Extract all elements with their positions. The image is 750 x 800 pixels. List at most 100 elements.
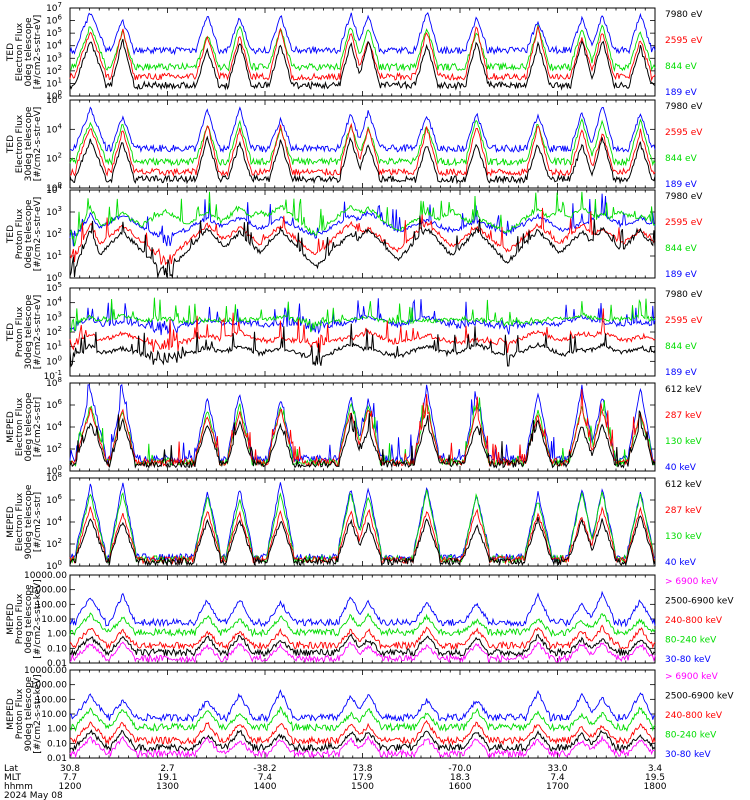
y-tick-label: 106	[46, 398, 62, 411]
x-tick-mlt: 7.7	[63, 773, 77, 783]
x-tick-lat: 73.8	[352, 764, 372, 774]
series-line	[69, 705, 656, 733]
x-tick-mlt: 19.1	[157, 773, 177, 783]
y-tick-label: 10.00	[41, 710, 67, 720]
y-tick-label: 104	[46, 122, 62, 135]
x-tick-hhmm: 1400	[254, 782, 277, 792]
legend-entry: 7980 eV	[665, 102, 703, 112]
y-tick-label: 100	[46, 354, 62, 367]
legend-entry: 2500-6900 keV	[665, 692, 734, 702]
y-tick-label: 104	[46, 420, 62, 433]
y-tick-label: 106	[46, 93, 62, 106]
y-tick-label: 106	[46, 493, 62, 506]
legend-entry: 40 keV	[665, 558, 697, 568]
legend-entry: 844 eV	[665, 342, 698, 352]
x-tick-lat: 30.8	[60, 764, 80, 774]
y-tick-label: 10-1	[44, 369, 62, 382]
legend-entry: 844 eV	[665, 244, 698, 254]
legend-entry: 2595 eV	[665, 36, 703, 46]
y-axis-label: MEPEDElectron Flux0deg telescope[#/cm2-s…	[6, 392, 43, 462]
y-tick-label: 0.01	[47, 659, 67, 669]
y-tick-label: 1.00	[47, 630, 67, 640]
y-axis-label: TEDProton Flux0deg telescope[#/cm2-s-str…	[6, 197, 43, 272]
series-line	[69, 719, 656, 746]
y-tick-label: 100	[46, 464, 62, 477]
y-axis-label: TEDElectron Flux0deg telescope[#/cm2-s-s…	[6, 15, 43, 90]
y-tick-label: 102	[46, 152, 62, 165]
series-line	[69, 410, 656, 469]
legend-entry: 2595 eV	[665, 218, 703, 228]
y-axis-label: MEPEDElectron Flux90deg telescope[#/cm2-…	[6, 484, 43, 559]
legend-entry: 612 keV	[665, 480, 702, 490]
legend-entry: 844 eV	[665, 154, 698, 164]
series-line	[69, 106, 656, 154]
panel-8: 10000.00 1000.00 100.00 10.00 1.00 0.10 0.01 ME…	[6, 666, 734, 764]
legend-entry: 7980 eV	[665, 290, 703, 300]
y-tick-label: 105	[46, 26, 62, 39]
y-tick-label: 10000.00	[24, 571, 67, 581]
legend-entry: 189 eV	[665, 368, 698, 378]
x-tick-hhmm: 1600	[449, 782, 472, 792]
y-tick-label: 0.01	[47, 754, 67, 764]
x-tick-hhmm: 1300	[156, 782, 179, 792]
series-line	[69, 26, 656, 82]
y-tick-label: 100.00	[36, 695, 68, 705]
series-line	[69, 612, 656, 638]
y-tick-label: 100.00	[36, 600, 68, 610]
y-tick-label: 1.00	[47, 725, 67, 735]
x-tick-lat: 33.0	[547, 764, 567, 774]
x-tick-hhmm: 1800	[644, 782, 667, 792]
legend-entry: 2500-6900 keV	[665, 597, 734, 607]
series-line	[69, 11, 656, 56]
series-line	[69, 689, 656, 723]
series-line	[69, 38, 656, 91]
y-tick-label: 104	[46, 39, 62, 52]
legend-entry: 40 keV	[665, 463, 697, 473]
series-line	[69, 505, 656, 565]
x-tick-mlt: 17.9	[352, 773, 372, 783]
legend-entry: 189 eV	[665, 270, 698, 280]
series-line	[69, 397, 656, 468]
series-line	[69, 624, 656, 651]
x-tick-hhmm: 1700	[546, 782, 569, 792]
series-line	[69, 298, 656, 336]
series-line	[69, 117, 656, 167]
y-tick-label: 101	[46, 76, 62, 89]
x-row-label: MLT	[4, 773, 22, 783]
legend-entry: 130 keV	[665, 437, 702, 447]
x-tick-lat: 3.4	[648, 764, 663, 774]
legend-entry: > 6900 keV	[665, 672, 719, 682]
y-tick-label: 10.00	[41, 615, 67, 625]
legend-entry: 240-800 keV	[665, 616, 723, 626]
legend-entry: 189 eV	[665, 88, 698, 98]
y-axis-label: MEPEDProton Flux90deg telescope[#/cm2-s-…	[6, 674, 43, 753]
legend-entry: 189 eV	[665, 180, 698, 190]
series-line	[69, 515, 656, 567]
y-tick-label: 0.10	[47, 739, 67, 749]
y-tick-label: 104	[46, 296, 62, 309]
y-axis-label: TEDProton Flux30deg telescope[#/cm2-s-st…	[6, 294, 43, 369]
y-tick-label: 106	[46, 14, 62, 27]
series-line	[69, 122, 656, 177]
y-tick-label: 100	[46, 181, 62, 194]
y-tick-label: 102	[46, 227, 62, 240]
y-tick-label: 100	[46, 271, 62, 284]
series-line	[69, 297, 656, 333]
x-tick-mlt: 18.3	[450, 773, 470, 783]
x-tick-lat: -38.2	[253, 764, 276, 774]
series-line	[69, 191, 656, 247]
x-row-label: hhmm	[4, 782, 33, 792]
y-tick-label: 108	[46, 471, 62, 484]
legend-entry: 80-240 keV	[665, 731, 717, 741]
legend-entry: 30-80 keV	[665, 655, 711, 665]
legend-entry: > 6900 keV	[665, 577, 719, 587]
legend-entry: 30-80 keV	[665, 750, 711, 760]
legend-entry: 2595 eV	[665, 128, 703, 138]
legend-entry: 287 keV	[665, 506, 702, 516]
